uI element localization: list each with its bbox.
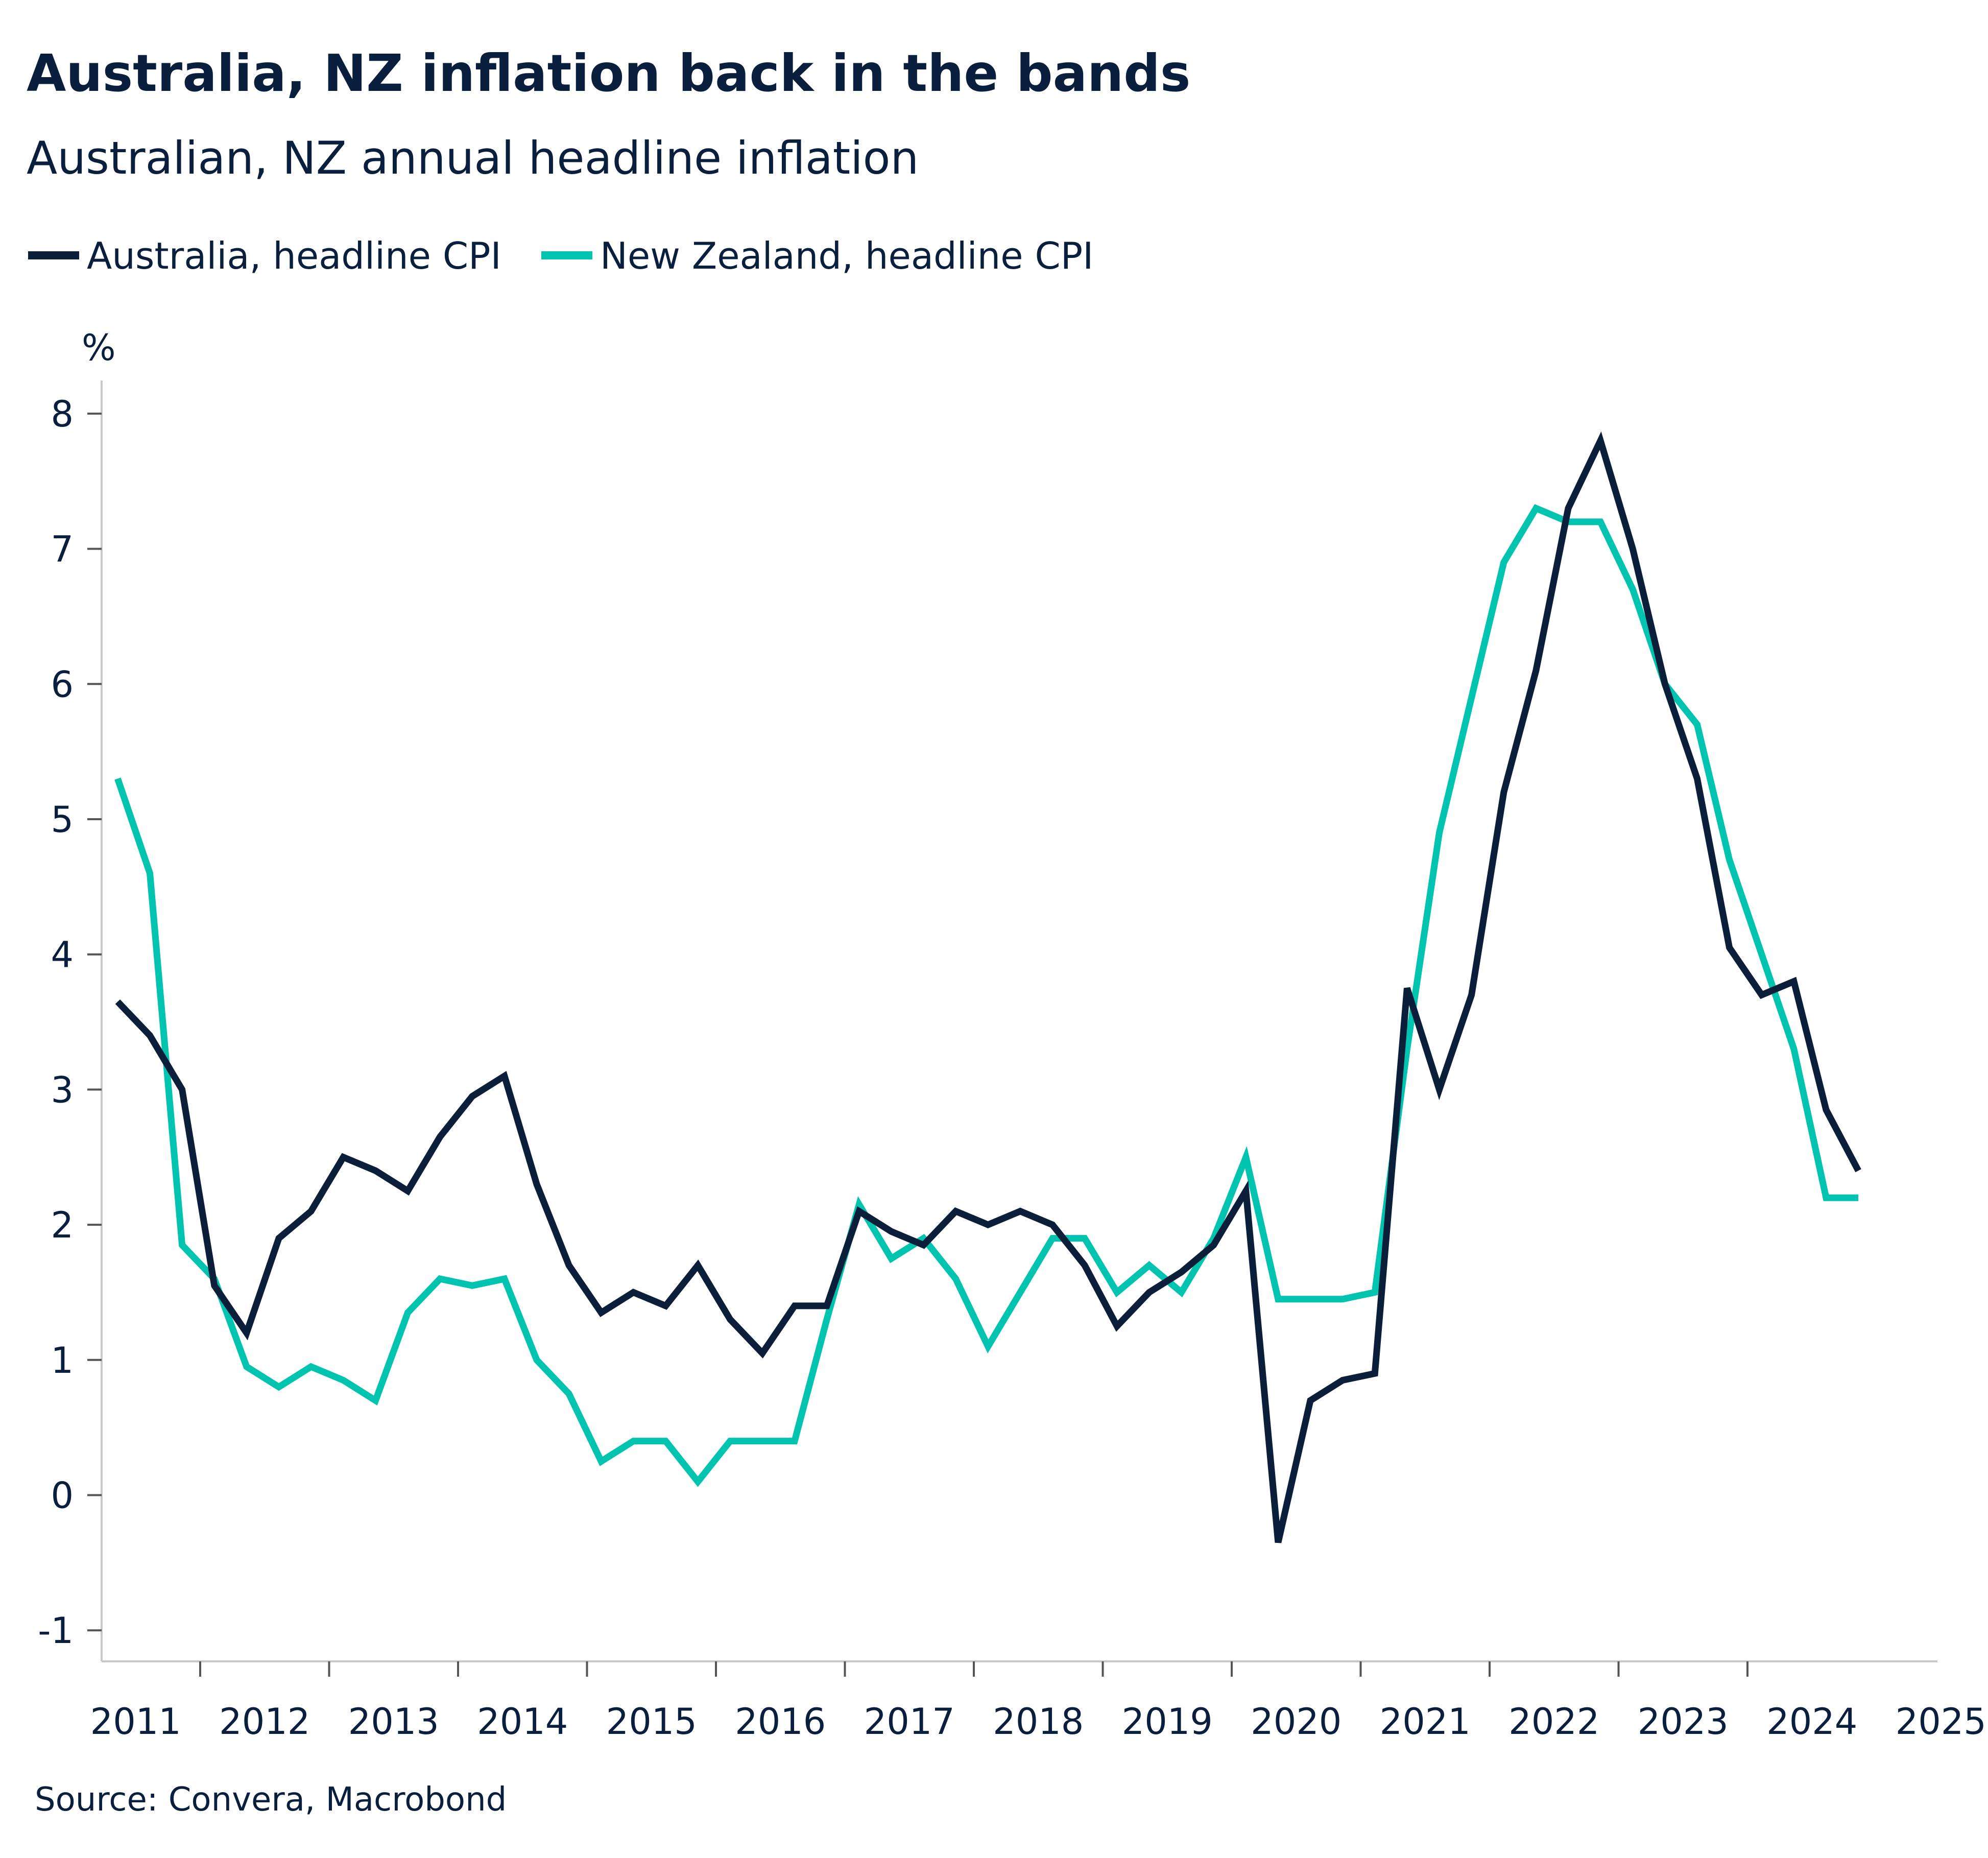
y-tick-label: 1 bbox=[51, 1340, 74, 1381]
y-tick-label: -1 bbox=[38, 1610, 74, 1652]
chart-title: Australia, NZ inflation back in the band… bbox=[27, 43, 1190, 103]
series-line-new-zealand bbox=[114, 504, 1859, 1487]
series-lines bbox=[114, 431, 1861, 1543]
axes: -1 0 1 2 3 4 5 6 7 8 2011 2012 2013 2014 2015 2016 2017 2… bbox=[38, 380, 1986, 1743]
x-tick-label: 2017 bbox=[864, 1701, 955, 1743]
y-tick-label: 6 bbox=[51, 663, 74, 705]
y-tick-label: 3 bbox=[51, 1069, 74, 1111]
y-tick-label: 7 bbox=[51, 529, 74, 570]
x-tick-label: 2023 bbox=[1638, 1701, 1729, 1743]
x-tick-label: 2012 bbox=[219, 1701, 310, 1743]
x-tick-label: 2022 bbox=[1508, 1701, 1599, 1743]
series-line-australia bbox=[115, 431, 1861, 1543]
y-tick-label: 5 bbox=[51, 799, 74, 841]
legend: Australia, headline CPI New Zealand, hea… bbox=[28, 234, 1093, 277]
source-note: Source: Convera, Macrobond bbox=[35, 1781, 507, 1819]
x-tick-label: 2020 bbox=[1251, 1701, 1342, 1743]
x-tick-label: 2025 bbox=[1896, 1701, 1986, 1743]
y-tick-label: 4 bbox=[51, 934, 74, 976]
y-tick-label: 8 bbox=[51, 393, 74, 435]
x-tick-label: 2014 bbox=[477, 1701, 568, 1743]
x-tick-label: 2018 bbox=[993, 1701, 1084, 1743]
y-axis-unit: % bbox=[82, 327, 116, 369]
x-tick-label: 2019 bbox=[1122, 1701, 1213, 1743]
x-tick-label: 2015 bbox=[606, 1701, 697, 1743]
legend-label-new-zealand: New Zealand, headline CPI bbox=[600, 234, 1093, 277]
x-tick-label: 2016 bbox=[735, 1701, 826, 1743]
y-tick-label: 0 bbox=[51, 1475, 74, 1517]
y-tick-label: 2 bbox=[51, 1204, 74, 1246]
legend-label-australia: Australia, headline CPI bbox=[87, 234, 501, 277]
x-tick-label: 2024 bbox=[1766, 1701, 1857, 1743]
chart-subtitle: Australian, NZ annual headline inflation bbox=[27, 132, 919, 184]
x-tick-label: 2011 bbox=[90, 1701, 181, 1743]
x-tick-label: 2021 bbox=[1380, 1701, 1471, 1743]
x-tick-label: 2013 bbox=[348, 1701, 439, 1743]
